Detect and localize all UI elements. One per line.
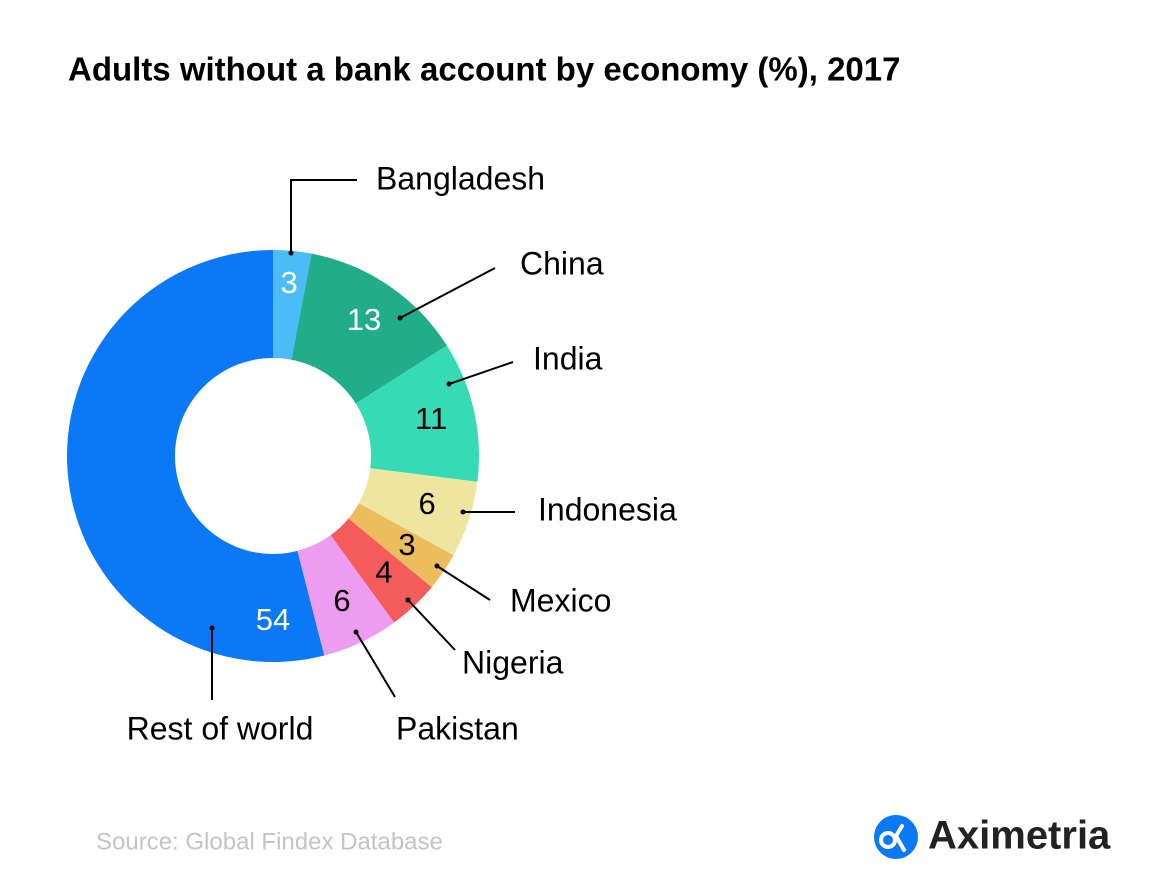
leader-line xyxy=(399,267,496,319)
leader-dot xyxy=(288,250,294,256)
leader-line xyxy=(355,631,396,698)
slice xyxy=(273,250,312,360)
leader-dot xyxy=(397,315,403,321)
leader-dot xyxy=(353,629,359,635)
donut xyxy=(66,250,479,662)
category-label: India xyxy=(533,340,603,376)
slice xyxy=(330,518,432,623)
leader-line xyxy=(448,361,514,385)
slice xyxy=(291,253,447,404)
category-label: China xyxy=(520,245,604,281)
leader-line xyxy=(290,179,357,253)
category-label: Pakistan xyxy=(396,710,519,746)
leader-line xyxy=(436,565,491,601)
category-label: Mexico xyxy=(510,582,611,618)
category-label: Rest of world xyxy=(127,710,314,746)
leader-dot xyxy=(446,381,452,387)
value-label: 3 xyxy=(398,527,415,562)
leader-dot xyxy=(434,563,440,569)
value-label: 11 xyxy=(415,401,447,436)
logo: Aximetria xyxy=(874,814,1111,859)
slice xyxy=(66,250,325,662)
source: Source: Global Findex Database xyxy=(96,828,443,855)
chart-title: Adults without a bank account by economy… xyxy=(68,51,900,88)
category-label: Indonesia xyxy=(538,491,677,527)
value-label: 4 xyxy=(375,554,392,589)
leader-dot xyxy=(209,625,215,631)
category-label: Bangladesh xyxy=(376,160,545,196)
leader-dot xyxy=(460,509,466,515)
leader-line xyxy=(407,599,456,651)
value-label: 54 xyxy=(256,602,290,637)
slice xyxy=(297,535,395,656)
value-label: 6 xyxy=(418,486,435,521)
value-label: 6 xyxy=(333,583,350,618)
slice xyxy=(358,468,478,556)
slice xyxy=(348,503,454,588)
leader-dot xyxy=(405,597,411,603)
category-label: Nigeria xyxy=(462,644,564,680)
logo-glyph xyxy=(879,824,906,852)
value-label: 13 xyxy=(347,302,381,337)
logo-text: Aximetria xyxy=(928,814,1111,858)
value-label: 3 xyxy=(281,265,298,300)
slice xyxy=(355,345,479,482)
